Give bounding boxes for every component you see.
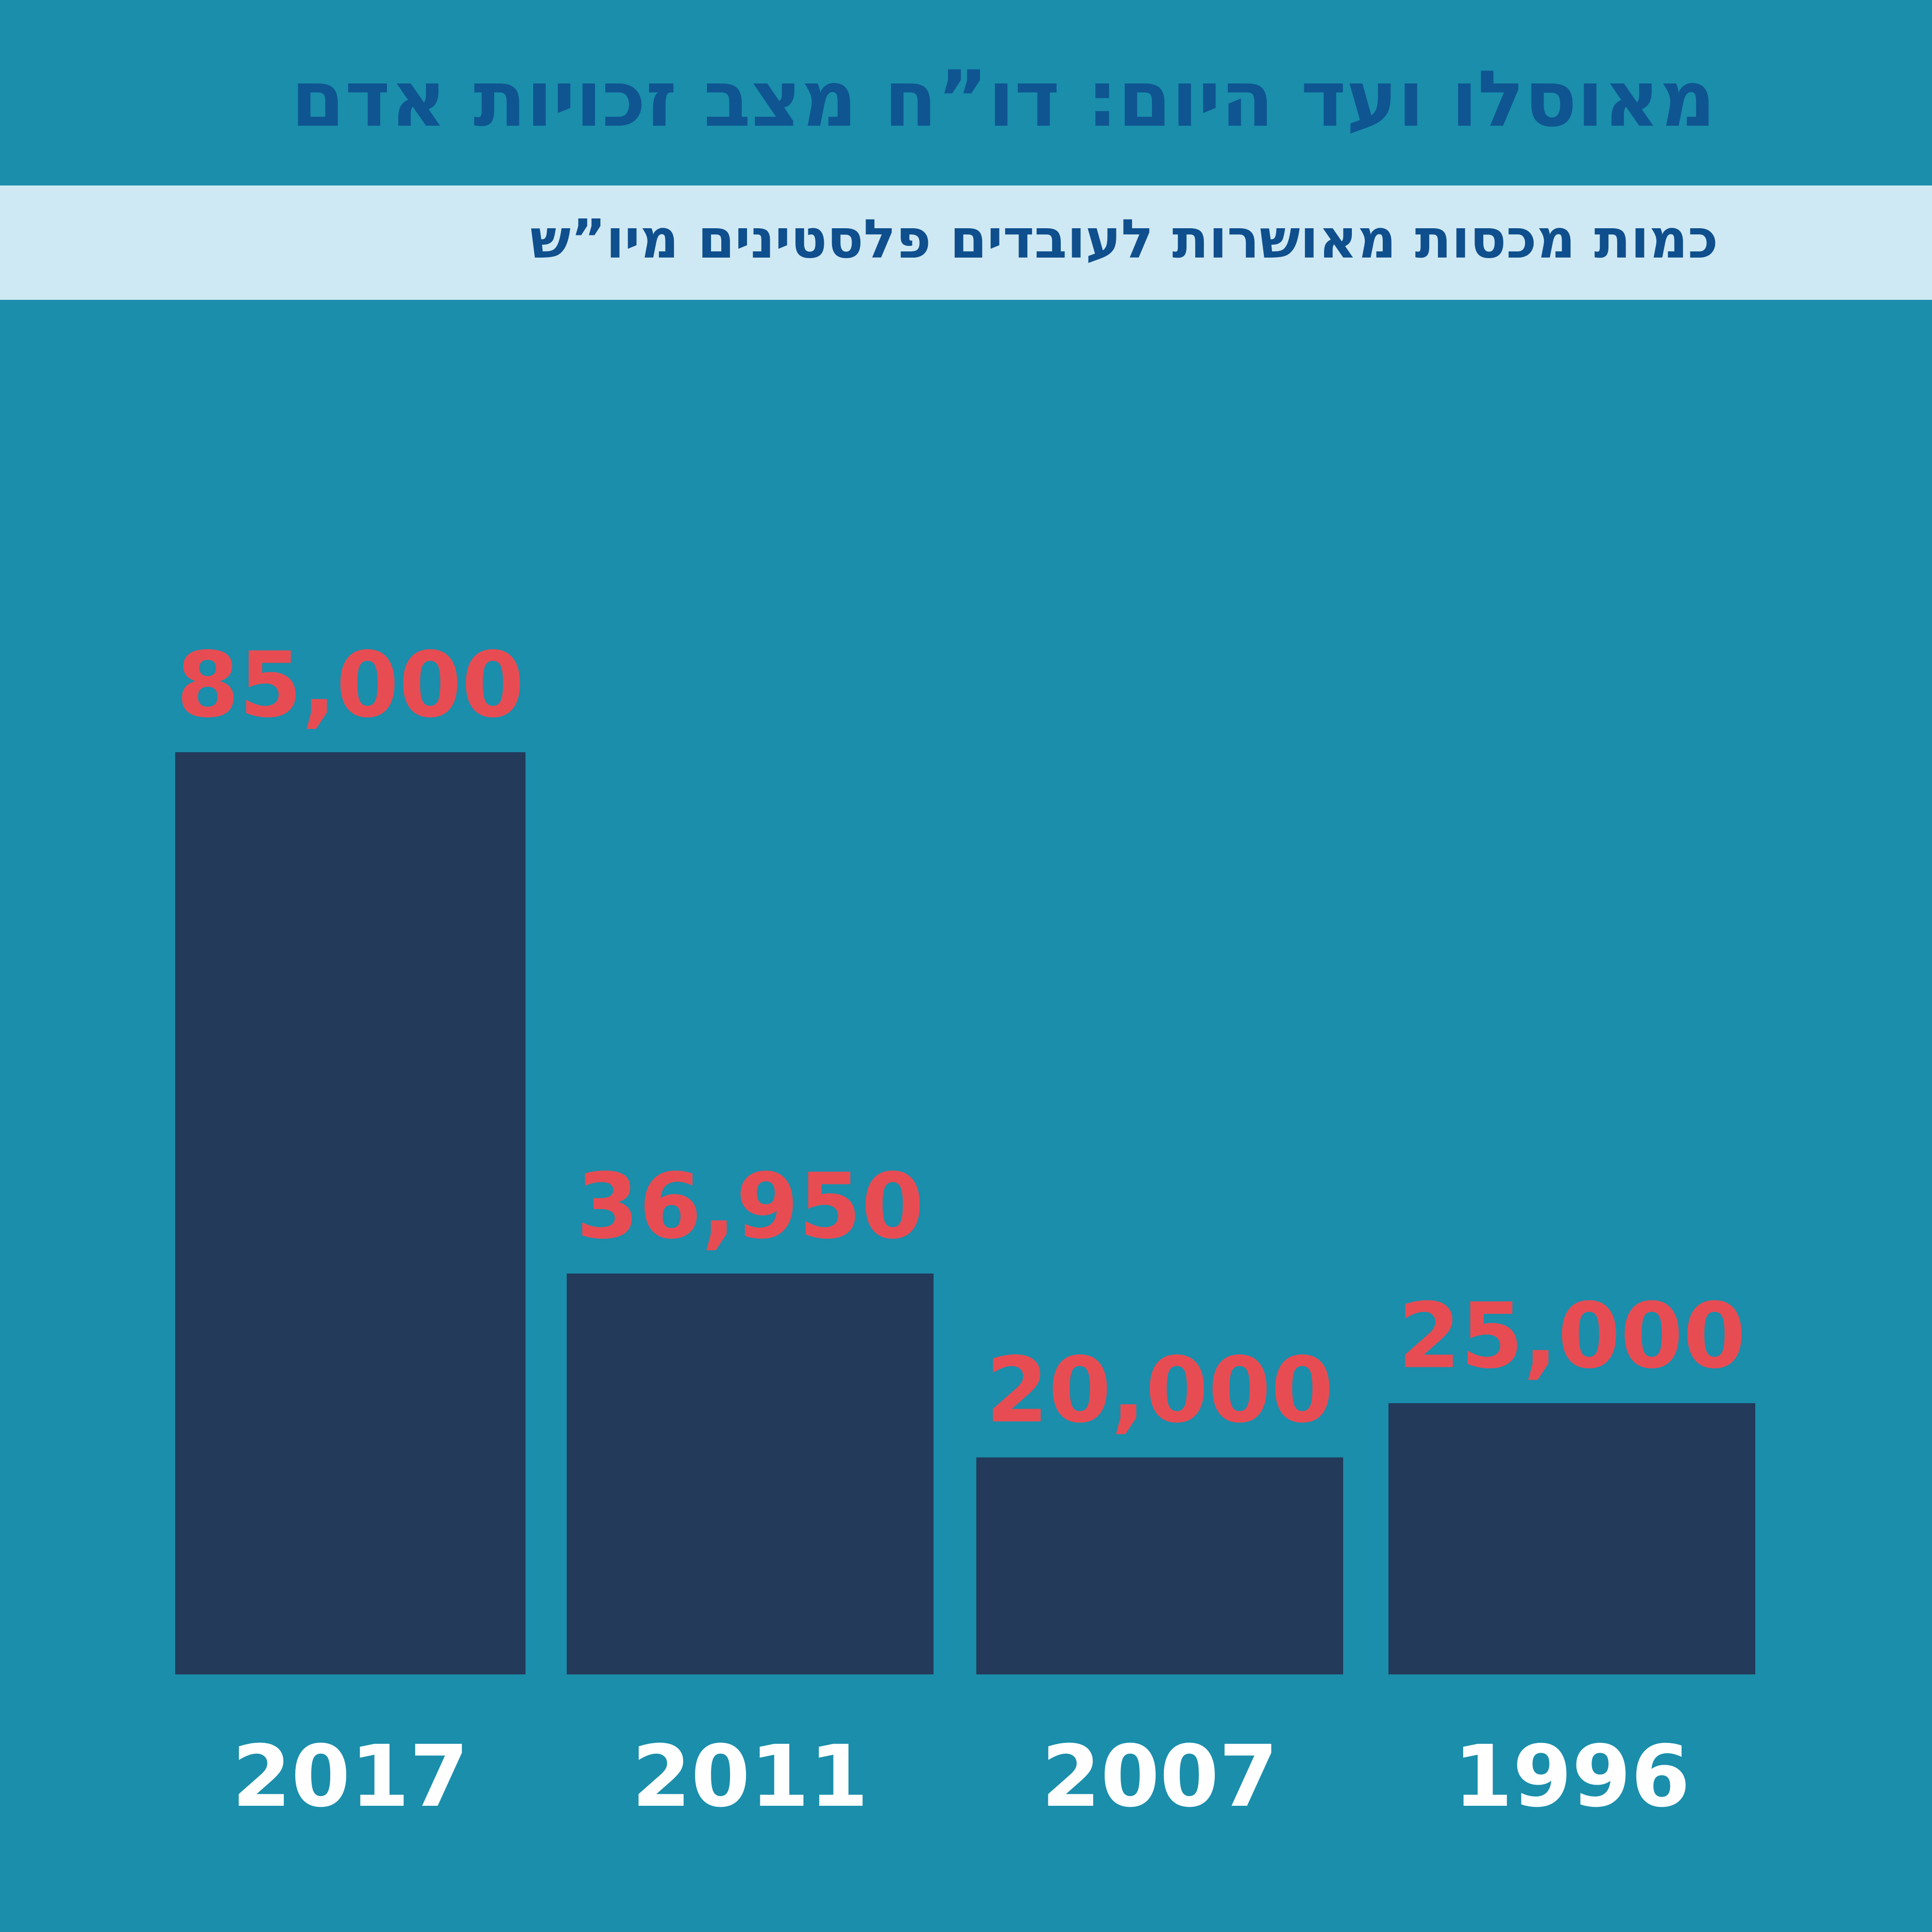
bar-2007 [976, 1457, 1343, 1674]
x-tick-label-1996: 1996 [1453, 1727, 1690, 1826]
subtitle-band: כמות מכסות מאושרות לעובדים פלסטינים מיו”… [0, 185, 1932, 300]
value-label-1996: 25,000 [1398, 1284, 1745, 1389]
title-band: מאוסלו ועד היום: דו”ח מצב זכויות אדם [0, 0, 1932, 185]
value-label-2017: 85,000 [176, 633, 524, 738]
x-tick-label-2007: 2007 [1041, 1727, 1278, 1826]
value-label-2007: 20,000 [986, 1338, 1333, 1443]
x-tick-label-2017: 2017 [232, 1727, 468, 1826]
x-tick-label-2011: 2011 [632, 1727, 868, 1826]
bar-2017 [175, 752, 526, 1674]
bar-2011 [567, 1273, 934, 1674]
chart-subtitle: כמות מכסות מאושרות לעובדים פלסטינים מיו”… [530, 208, 1718, 270]
page-title: מאוסלו ועד היום: דו”ח מצב זכויות אדם [291, 55, 1716, 144]
bar-1996 [1388, 1403, 1755, 1674]
value-label-2011: 36,950 [576, 1155, 924, 1259]
